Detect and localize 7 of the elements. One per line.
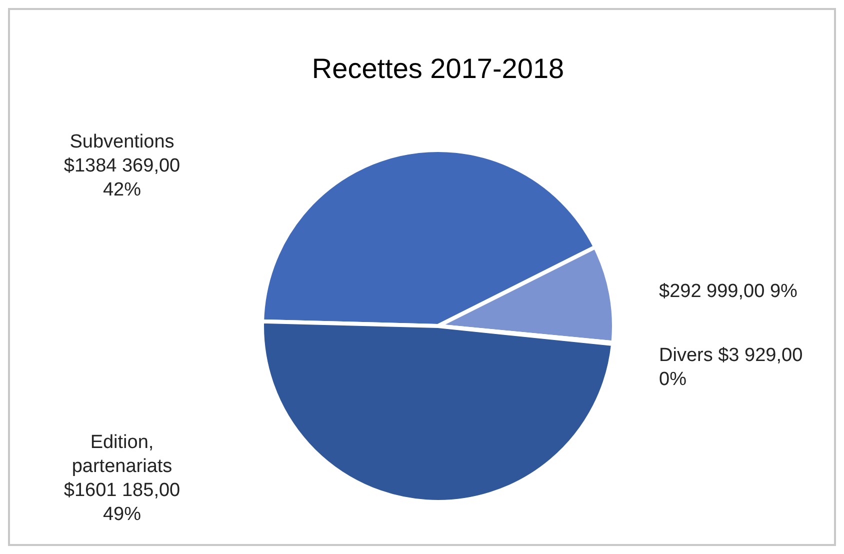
data-label: $292 999,00 9%: [659, 280, 798, 302]
slice-label: Edition, partenariats: [72, 432, 172, 478]
chart-title: Recettes 2017-2018: [312, 53, 564, 84]
slice-label: Divers $3 929,00 0%: [659, 344, 803, 390]
data-label: $1384 369,00 42%: [64, 155, 180, 200]
slice-label: Subventions: [70, 131, 174, 152]
data-label: $1601 185,00 49%: [64, 480, 180, 526]
